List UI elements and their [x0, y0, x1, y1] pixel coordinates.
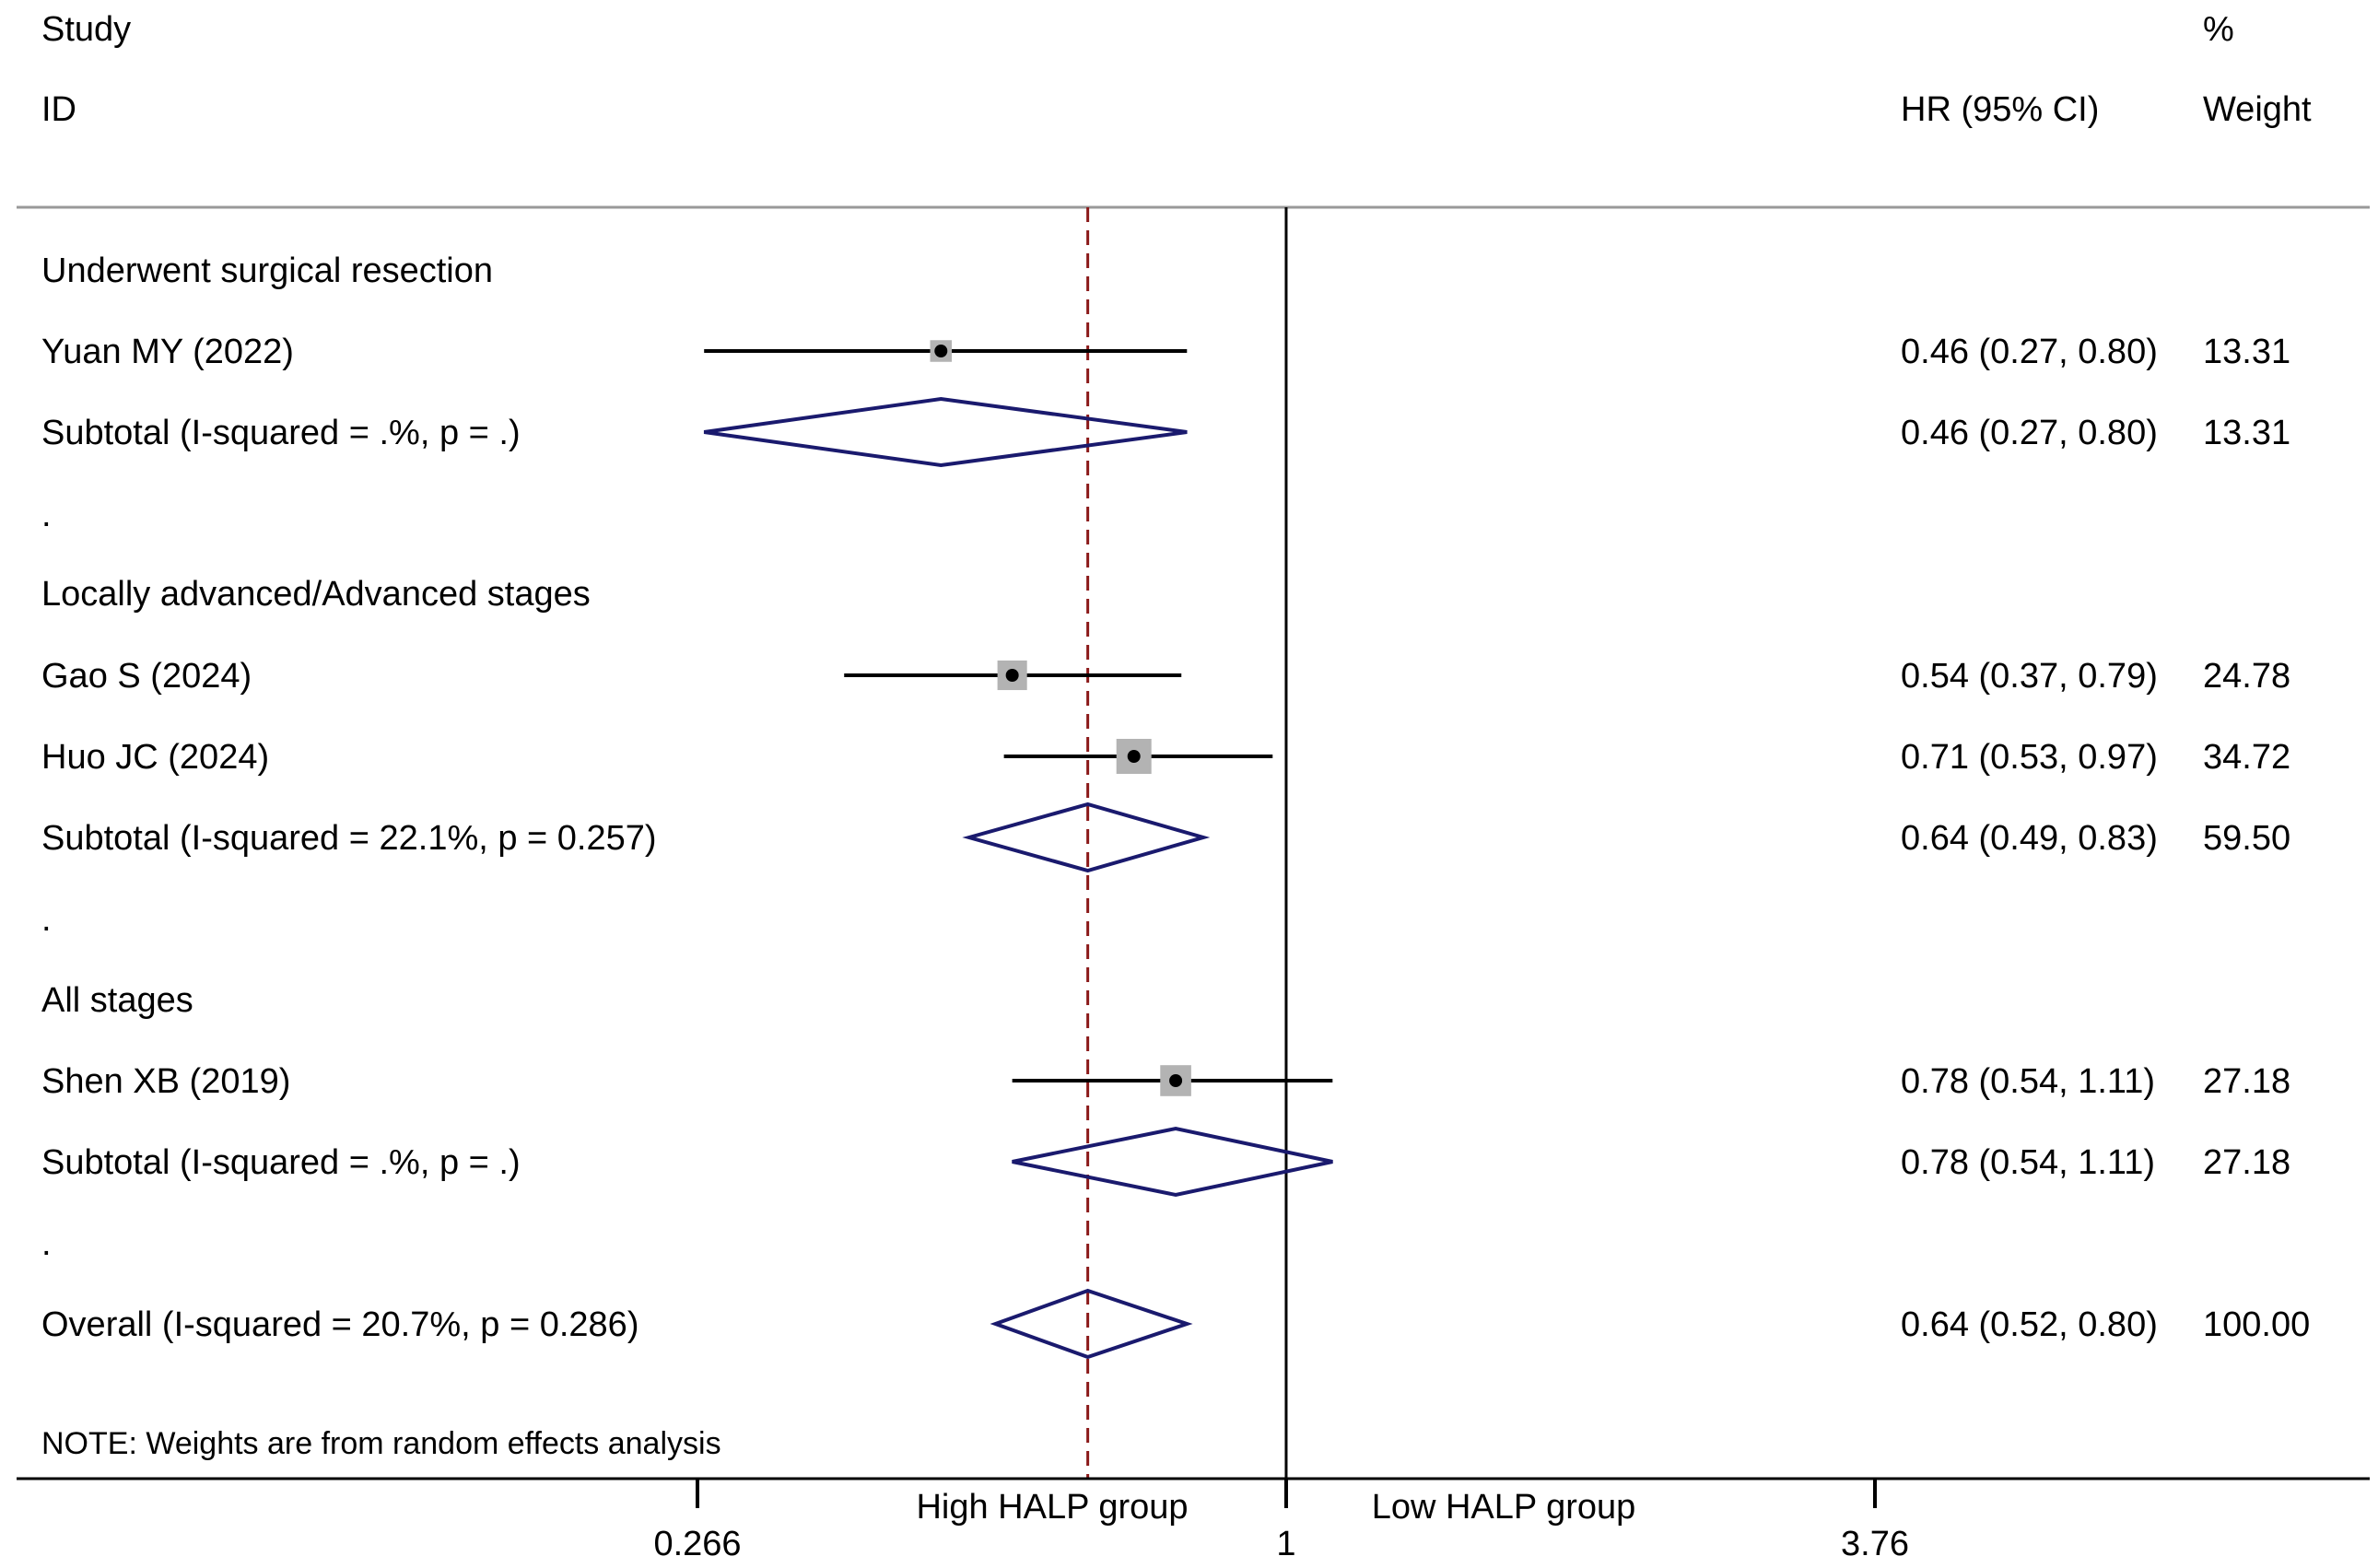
hr-ci-value: 0.78 (0.54, 1.11) [1901, 1143, 2155, 1182]
study-label: Overall (I-squared = 20.7%, p = 0.286) [41, 1305, 638, 1344]
pooled-diamond [1012, 1126, 1333, 1198]
header-id: ID [41, 90, 76, 129]
group-label: All stages [41, 981, 193, 1020]
hr-ci-value: 0.64 (0.52, 0.80) [1901, 1305, 2158, 1344]
point-estimate [1127, 750, 1141, 763]
forest-row-overall: Overall (I-squared = 20.7%, p = 0.286) 0.… [41, 1288, 2310, 1360]
forest-row-group: Underwent surgical resection [41, 252, 493, 290]
weight-value: 34.72 [2203, 738, 2290, 777]
study-label: Gao S (2024) [41, 657, 252, 696]
forest-row-study: Shen XB (2019) 0.78 (0.54, 1.11) 27.18 [41, 1062, 2290, 1101]
axis-tick-label: 1 [1276, 1525, 1295, 1563]
weight-value: 59.50 [2203, 819, 2290, 858]
study-label: Subtotal (I-squared = .%, p = .) [41, 1143, 521, 1182]
forest-row-group: All stages [41, 981, 193, 1020]
forest-row-study: Huo JC (2024) 0.71 (0.53, 0.97) 34.72 [41, 738, 2290, 777]
study-label: Subtotal (I-squared = .%, p = .) [41, 414, 521, 452]
axis-tick-label: 0.266 [653, 1525, 741, 1563]
forest-row-subtotal: Subtotal (I-squared = .%, p = .) 0.78 (0.… [41, 1126, 2290, 1198]
header-weight: Weight [2203, 90, 2312, 129]
x-axis: High HALP group Low HALP group 0.266 1 3.7… [17, 1477, 2370, 1563]
header-hr-ci: HR (95% CI) [1901, 90, 2099, 129]
hr-ci-value: 0.64 (0.49, 0.83) [1901, 819, 2158, 858]
spacer-dot: . [41, 900, 52, 939]
header-study: Study [41, 10, 131, 49]
axis-label-right: Low HALP group [1372, 1488, 1636, 1527]
spacer-dot: . [41, 1224, 52, 1263]
forest-row-group: Locally advanced/Advanced stages [41, 575, 591, 614]
forest-row-study: Gao S (2024) 0.54 (0.37, 0.79) 24.78 [41, 657, 2290, 696]
axis-tick-label: 3.76 [1841, 1525, 1909, 1563]
weight-value: 24.78 [2203, 657, 2290, 696]
hr-ci-value: 0.54 (0.37, 0.79) [1901, 657, 2158, 696]
rows: Underwent surgical resection Yuan MY (202… [41, 252, 2310, 1360]
hr-ci-value: 0.78 (0.54, 1.11) [1901, 1062, 2155, 1101]
pooled-diamond [962, 802, 1211, 873]
hr-ci-value: 0.46 (0.27, 0.80) [1901, 333, 2158, 371]
study-label: Shen XB (2019) [41, 1062, 290, 1101]
forest-row-spacer: . [41, 1224, 52, 1263]
group-label: Underwent surgical resection [41, 252, 493, 290]
pooled-diamond [990, 1288, 1193, 1360]
column-headers: Study ID % HR (95% CI) Weight [41, 10, 2312, 129]
study-label: Yuan MY (2022) [41, 333, 294, 371]
forest-row-spacer: . [41, 900, 52, 939]
weight-value: 13.31 [2203, 414, 2290, 452]
study-label: Huo JC (2024) [41, 738, 269, 777]
axis-label-left: High HALP group [916, 1488, 1188, 1527]
point-estimate [1005, 669, 1019, 682]
point-estimate [934, 345, 948, 357]
group-label: Locally advanced/Advanced stages [41, 575, 591, 614]
forest-row-subtotal: Subtotal (I-squared = .%, p = .) 0.46 (0.… [41, 396, 2290, 468]
point-estimate [1169, 1074, 1183, 1087]
forest-row-subtotal: Subtotal (I-squared = 22.1%, p = 0.257) 0… [41, 802, 2290, 873]
header-percent: % [2203, 10, 2234, 49]
weight-value: 100.00 [2203, 1305, 2310, 1344]
weight-value: 13.31 [2203, 333, 2290, 371]
pooled-diamond [703, 396, 1188, 468]
spacer-dot: . [41, 496, 52, 534]
weight-value: 27.18 [2203, 1062, 2290, 1101]
study-label: Subtotal (I-squared = 22.1%, p = 0.257) [41, 819, 657, 858]
hr-ci-value: 0.71 (0.53, 0.97) [1901, 738, 2158, 777]
forest-row-spacer: . [41, 496, 52, 534]
hr-ci-value: 0.46 (0.27, 0.80) [1901, 414, 2158, 452]
forest-row-study: Yuan MY (2022) 0.46 (0.27, 0.80) 13.31 [41, 333, 2290, 371]
footnote: NOTE: Weights are from random effects an… [41, 1426, 721, 1461]
weight-value: 27.18 [2203, 1143, 2290, 1182]
